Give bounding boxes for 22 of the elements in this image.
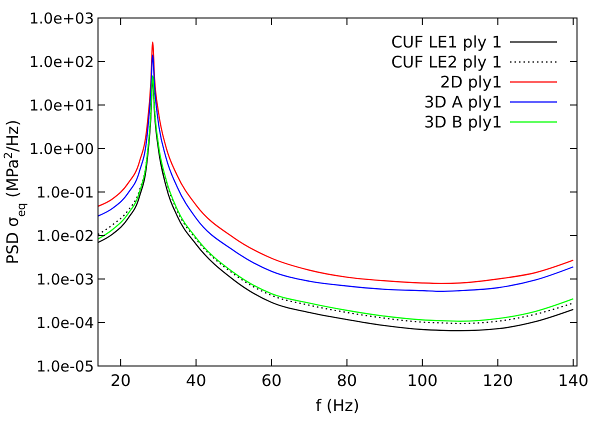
x-axis-title: f (Hz) bbox=[316, 396, 360, 415]
y-tick-label: 1.0e-01 bbox=[36, 183, 94, 202]
y-tick-label: 1.0e-02 bbox=[36, 226, 94, 245]
legend-label: CUF LE1 ply 1 bbox=[391, 32, 502, 52]
x-tick-label: 80 bbox=[336, 371, 358, 390]
x-tick-label: 20 bbox=[110, 371, 131, 390]
legend-label: CUF LE2 ply 1 bbox=[391, 52, 502, 72]
x-tick-label: 60 bbox=[261, 371, 282, 390]
legend-label: 3D A ply1 bbox=[424, 92, 502, 112]
x-tick-label: 100 bbox=[407, 371, 438, 390]
y-tick-label: 1.0e+01 bbox=[29, 96, 94, 114]
legend-label: 2D ply1 bbox=[440, 72, 502, 92]
y-tick-label: 1.0e+03 bbox=[29, 9, 94, 28]
y-tick-label: 1.0e+00 bbox=[29, 140, 94, 158]
y-tick-label: 1.0e-04 bbox=[36, 314, 94, 332]
y-tick-label: 1.0e-05 bbox=[36, 357, 94, 376]
y-tick-label: 1.0e-03 bbox=[36, 270, 94, 288]
x-tick-label: 40 bbox=[186, 371, 206, 390]
y-tick-label: 1.0e+02 bbox=[29, 52, 94, 71]
x-tick-label: 120 bbox=[482, 371, 514, 390]
x-tick-label: 140 bbox=[558, 371, 588, 390]
legend-label: 3D B ply1 bbox=[424, 112, 502, 132]
